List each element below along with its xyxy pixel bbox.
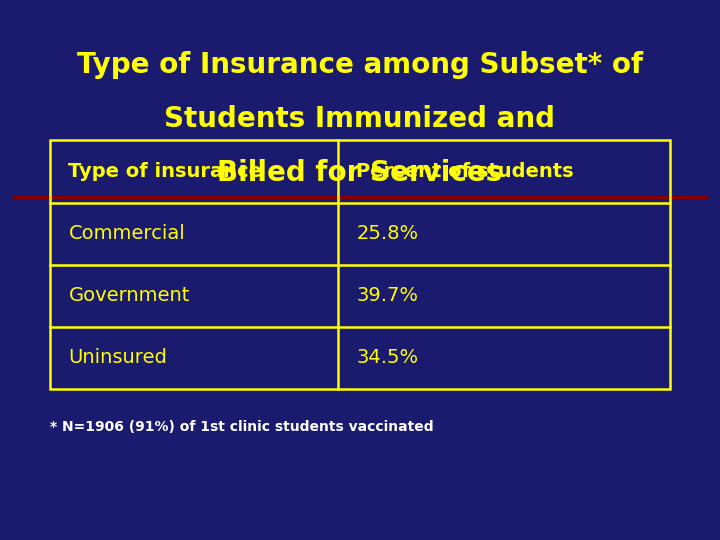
Text: 34.5%: 34.5% <box>356 348 418 367</box>
Text: Government: Government <box>68 286 190 305</box>
Text: 39.7%: 39.7% <box>356 286 418 305</box>
Text: * N=1906 (91%) of 1st clinic students vaccinated: * N=1906 (91%) of 1st clinic students va… <box>50 420 434 434</box>
Text: Type of insurance: Type of insurance <box>68 162 262 181</box>
Text: Commercial: Commercial <box>68 224 185 243</box>
Bar <box>50 140 670 389</box>
Text: Type of Insurance among Subset* of: Type of Insurance among Subset* of <box>77 51 643 79</box>
Text: Billed for Services: Billed for Services <box>217 159 503 187</box>
Text: Students Immunized and: Students Immunized and <box>164 105 556 133</box>
Text: Uninsured: Uninsured <box>68 348 167 367</box>
Text: Percent of students: Percent of students <box>356 162 574 181</box>
Text: 25.8%: 25.8% <box>356 224 418 243</box>
